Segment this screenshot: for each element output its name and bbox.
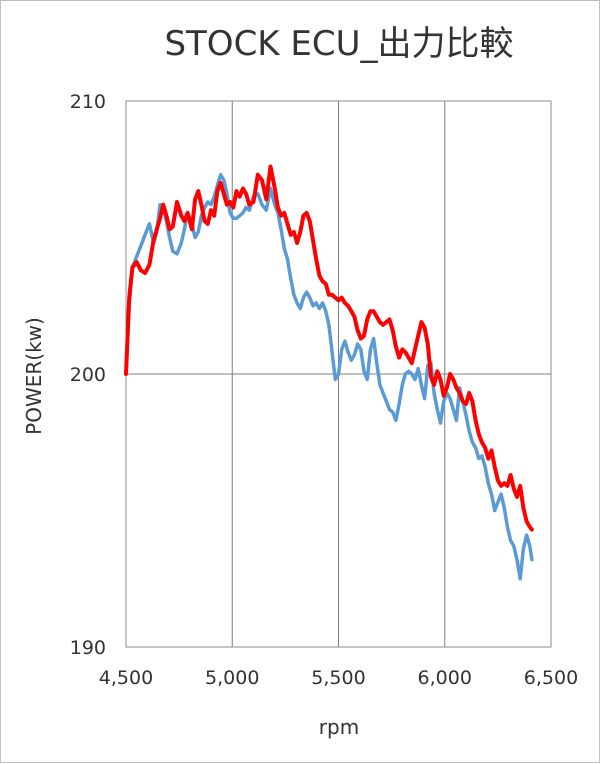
- x-tick-label: 6,500: [524, 667, 578, 689]
- series-line-red: [124, 164, 534, 532]
- x-tick-label: 4,500: [99, 667, 153, 689]
- x-tick-label: 6,000: [418, 667, 472, 689]
- x-tick-label: 5,500: [311, 667, 365, 689]
- x-axis-label: rpm: [319, 715, 359, 739]
- y-axis-label: POWER(kw): [22, 317, 46, 435]
- chart-title: STOCK ECU_出力比較: [164, 24, 513, 64]
- y-axis-ticks: 190 200 210: [70, 91, 106, 659]
- y-tick-label: 200: [70, 364, 106, 386]
- x-axis-ticks: 4,500 5,000 5,500 6,000 6,500: [99, 667, 578, 689]
- y-tick-label: 210: [70, 91, 106, 113]
- x-tick-label: 5,000: [205, 667, 259, 689]
- series-lines: [124, 164, 534, 581]
- series-line-blue: [124, 172, 534, 581]
- y-tick-label: 190: [70, 637, 106, 659]
